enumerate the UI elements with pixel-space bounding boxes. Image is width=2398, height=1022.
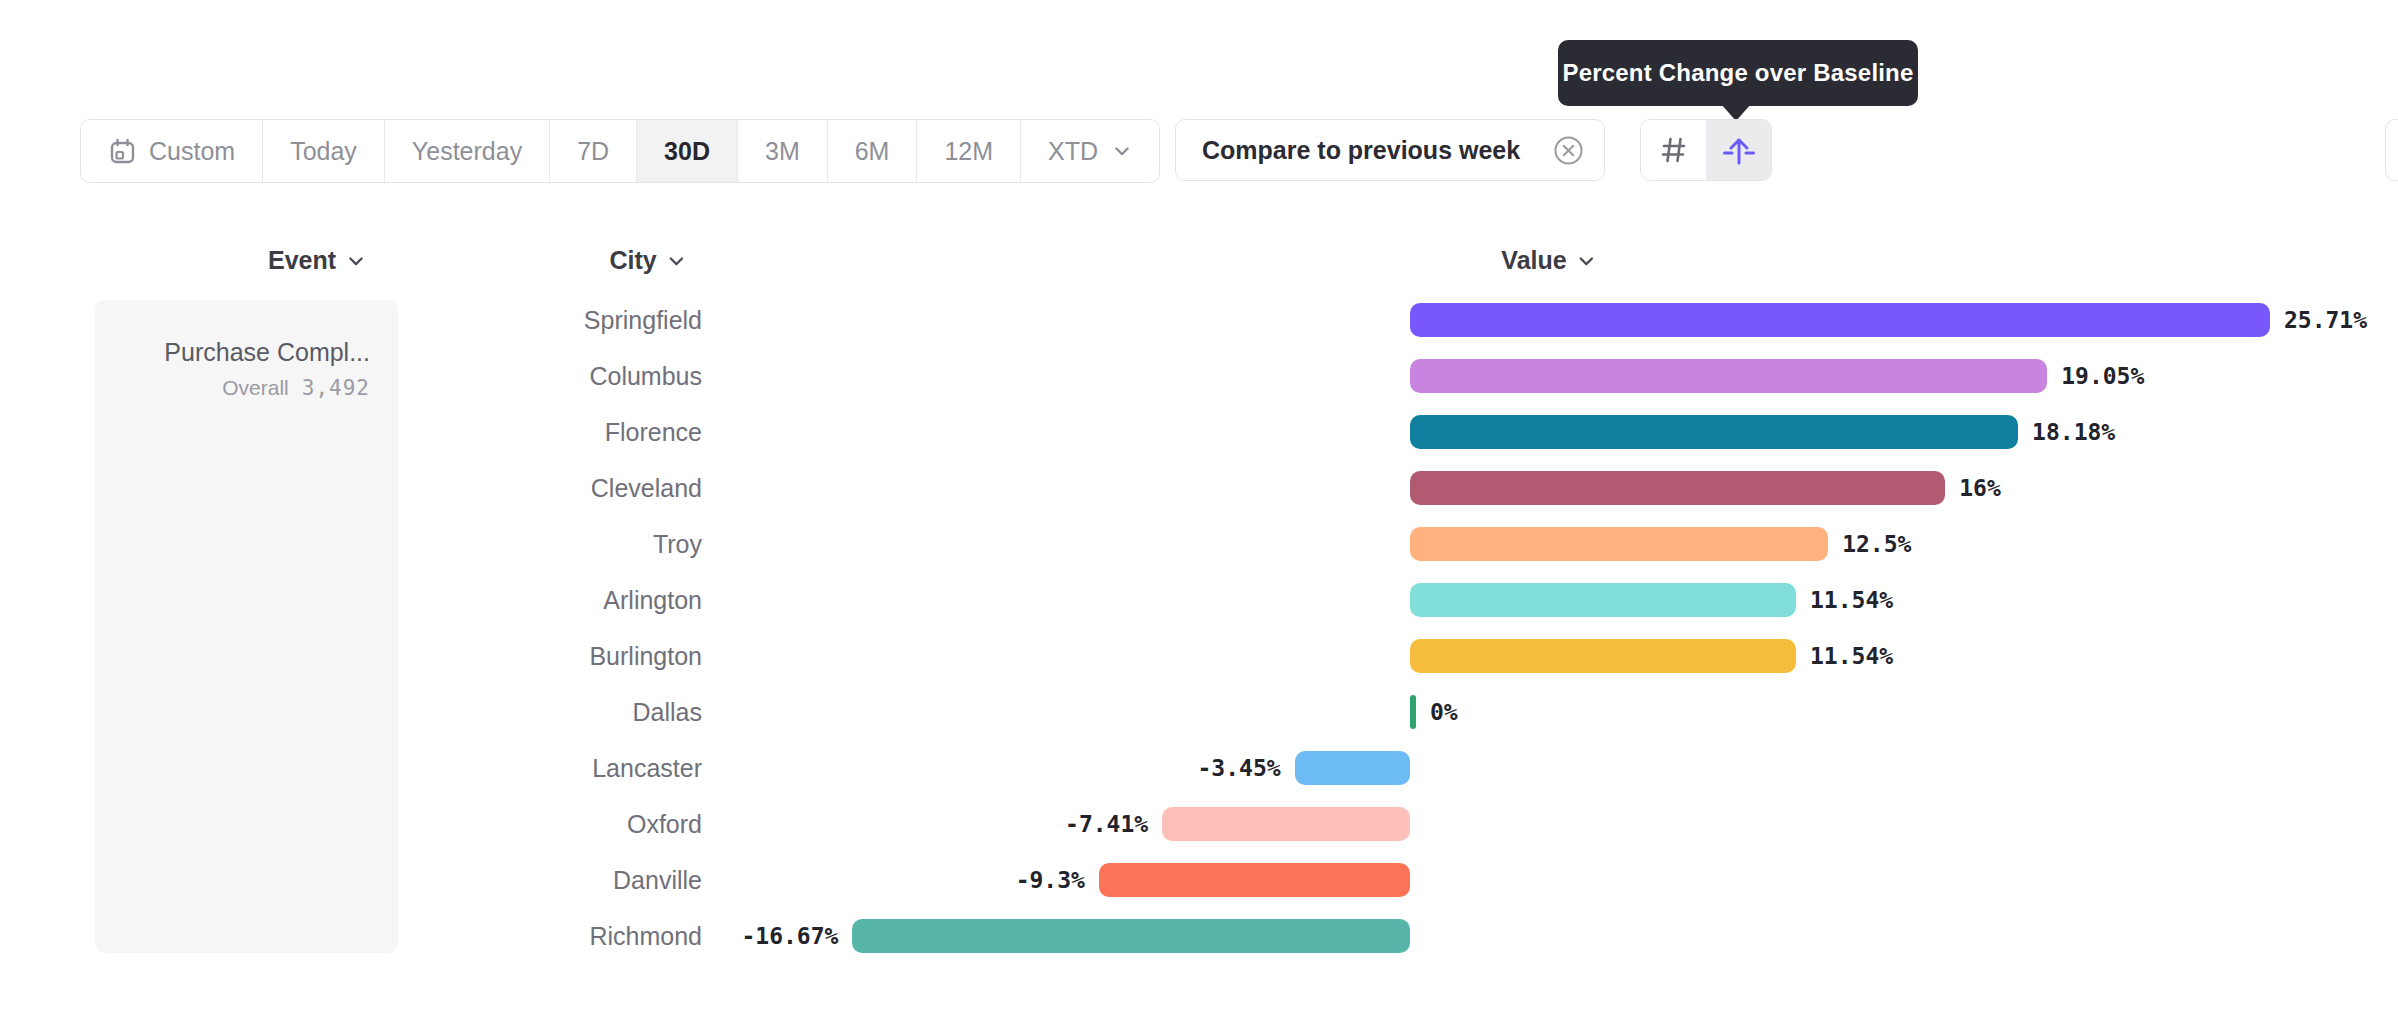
city-label: Columbus — [0, 348, 702, 404]
column-header-city-label: City — [609, 246, 656, 275]
bar-richmond[interactable] — [852, 919, 1410, 953]
column-header-city[interactable]: City — [609, 246, 686, 275]
date-range-label: Yesterday — [412, 137, 522, 166]
date-range-12m[interactable]: 12M — [916, 120, 1020, 182]
date-range-7d[interactable]: 7D — [549, 120, 636, 182]
date-range-xtd[interactable]: XTD — [1020, 120, 1159, 182]
tooltip-text: Percent Change over Baseline — [1562, 59, 1913, 87]
chart-row: Arlington 11.54% — [0, 572, 2398, 628]
chart-row: Dallas 0% — [0, 684, 2398, 740]
value-label: 11.54% — [1810, 628, 1893, 684]
bar-chart: Springfield 25.71% Columbus 19.05% Florence 1… — [0, 292, 2398, 964]
chart-row: Troy 12.5% — [0, 516, 2398, 572]
x-circle-icon[interactable] — [1553, 135, 1584, 166]
city-label: Lancaster — [0, 740, 702, 796]
value-label: 18.18% — [2032, 404, 2115, 460]
date-range-label: 3M — [765, 137, 800, 166]
value-label: 0% — [1430, 684, 1458, 740]
chart-row: Columbus 19.05% — [0, 348, 2398, 404]
city-label: Richmond — [0, 908, 702, 964]
bar-lancaster[interactable] — [1295, 751, 1410, 785]
value-label: -7.41% — [1065, 796, 1148, 852]
value-label: -9.3% — [1016, 852, 1085, 908]
city-label: Dallas — [0, 684, 702, 740]
date-range-label: 6M — [855, 137, 890, 166]
date-range-label: XTD — [1048, 137, 1098, 166]
date-range-label: 7D — [577, 137, 609, 166]
bar-burlington[interactable] — [1410, 639, 1796, 673]
value-label: -3.45% — [1198, 740, 1281, 796]
number-sign-icon — [1658, 134, 1690, 166]
date-range-label: 30D — [664, 137, 710, 166]
bar-oxford[interactable] — [1162, 807, 1410, 841]
city-label: Arlington — [0, 572, 702, 628]
percent-change-baseline-icon — [1721, 132, 1757, 168]
date-range-3m[interactable]: 3M — [737, 120, 827, 182]
chevron-down-icon — [667, 251, 687, 271]
calendar-icon — [108, 137, 137, 166]
bar-arlington[interactable] — [1410, 583, 1796, 617]
date-range-label: Today — [290, 137, 357, 166]
date-range-today[interactable]: Today — [262, 120, 384, 182]
chevron-down-icon — [346, 251, 366, 271]
chart-row: Lancaster -3.45% — [0, 740, 2398, 796]
chart-row: Danville -9.3% — [0, 852, 2398, 908]
value-label: -16.67% — [741, 908, 838, 964]
chart-row: Burlington 11.54% — [0, 628, 2398, 684]
compare-chip[interactable]: Compare to previous week — [1175, 119, 1605, 181]
chevron-down-icon — [1577, 251, 1597, 271]
date-range-selector: Custom Today Yesterday 7D 30D 3M 6M 12M XTD — [80, 119, 1160, 183]
city-label: Cleveland — [0, 460, 702, 516]
bar-florence[interactable] — [1410, 415, 2018, 449]
city-label: Oxford — [0, 796, 702, 852]
number-sign-button[interactable] — [1641, 120, 1706, 180]
chart-options-toggle — [1640, 119, 1772, 181]
date-range-custom[interactable]: Custom — [81, 120, 262, 182]
partial-button-right-edge[interactable] — [2385, 119, 2398, 181]
bar-springfield[interactable] — [1410, 303, 2270, 337]
date-range-label: 12M — [944, 137, 993, 166]
date-range-30d[interactable]: 30D — [636, 120, 737, 182]
city-label: Springfield — [0, 292, 702, 348]
column-header-value-label: Value — [1501, 246, 1566, 275]
value-label: 11.54% — [1810, 572, 1893, 628]
bar-danville[interactable] — [1099, 863, 1410, 897]
chart-row: Richmond -16.67% — [0, 908, 2398, 964]
date-range-yesterday[interactable]: Yesterday — [384, 120, 549, 182]
chevron-down-icon — [1112, 141, 1132, 161]
city-label: Troy — [0, 516, 702, 572]
bar-columbus[interactable] — [1410, 359, 2047, 393]
percent-change-baseline-button[interactable] — [1706, 120, 1771, 180]
compare-chip-label: Compare to previous week — [1202, 136, 1520, 165]
city-label: Burlington — [0, 628, 702, 684]
column-header-event[interactable]: Event — [268, 246, 366, 275]
value-label: 25.71% — [2284, 292, 2367, 348]
date-range-label: Custom — [149, 137, 235, 166]
chart-row: Springfield 25.71% — [0, 292, 2398, 348]
bar-cleveland[interactable] — [1410, 471, 1945, 505]
value-label: 16% — [1959, 460, 2001, 516]
tooltip-percent-change: Percent Change over Baseline — [1558, 40, 1918, 106]
chart-row: Florence 18.18% — [0, 404, 2398, 460]
city-label: Danville — [0, 852, 702, 908]
bar-troy[interactable] — [1410, 527, 1828, 561]
chart-row: Cleveland 16% — [0, 460, 2398, 516]
column-header-value[interactable]: Value — [1501, 246, 1596, 275]
chart-row: Oxford -7.41% — [0, 796, 2398, 852]
value-label: 19.05% — [2061, 348, 2144, 404]
column-header-event-label: Event — [268, 246, 336, 275]
date-range-6m[interactable]: 6M — [827, 120, 917, 182]
value-label: 12.5% — [1842, 516, 1911, 572]
city-label: Florence — [0, 404, 702, 460]
bar-dallas[interactable] — [1410, 695, 1416, 729]
